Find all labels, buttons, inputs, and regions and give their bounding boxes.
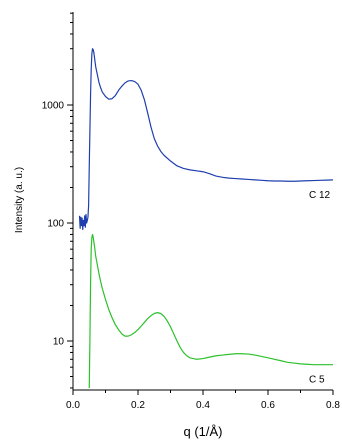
x-tick-label: 0.0	[66, 400, 80, 411]
series-label: C 5	[309, 375, 325, 386]
series-line	[78, 48, 334, 231]
axes	[72, 12, 333, 391]
y-ticks: 10 100 1000	[42, 12, 73, 389]
series-group	[78, 48, 334, 388]
x-ticks: 0.0 0.2 0.4 0.6 0.8	[66, 390, 340, 411]
x-tick-label: 0.2	[131, 400, 145, 411]
series-label: C 12	[309, 190, 331, 201]
y-tick-label: 10	[53, 337, 65, 348]
y-tick-label: 100	[47, 219, 64, 230]
y-tick-label: 1000	[42, 101, 65, 112]
x-tick-label: 0.4	[196, 400, 210, 411]
series-labels: C 12 C 5	[309, 190, 331, 386]
x-axis-title: q (1/Å)	[183, 424, 222, 439]
y-axis-title: Intensity (a. u.)	[14, 167, 25, 233]
x-tick-label: 0.8	[326, 400, 340, 411]
x-tick-label: 0.6	[261, 400, 275, 411]
series-line	[88, 233, 333, 388]
